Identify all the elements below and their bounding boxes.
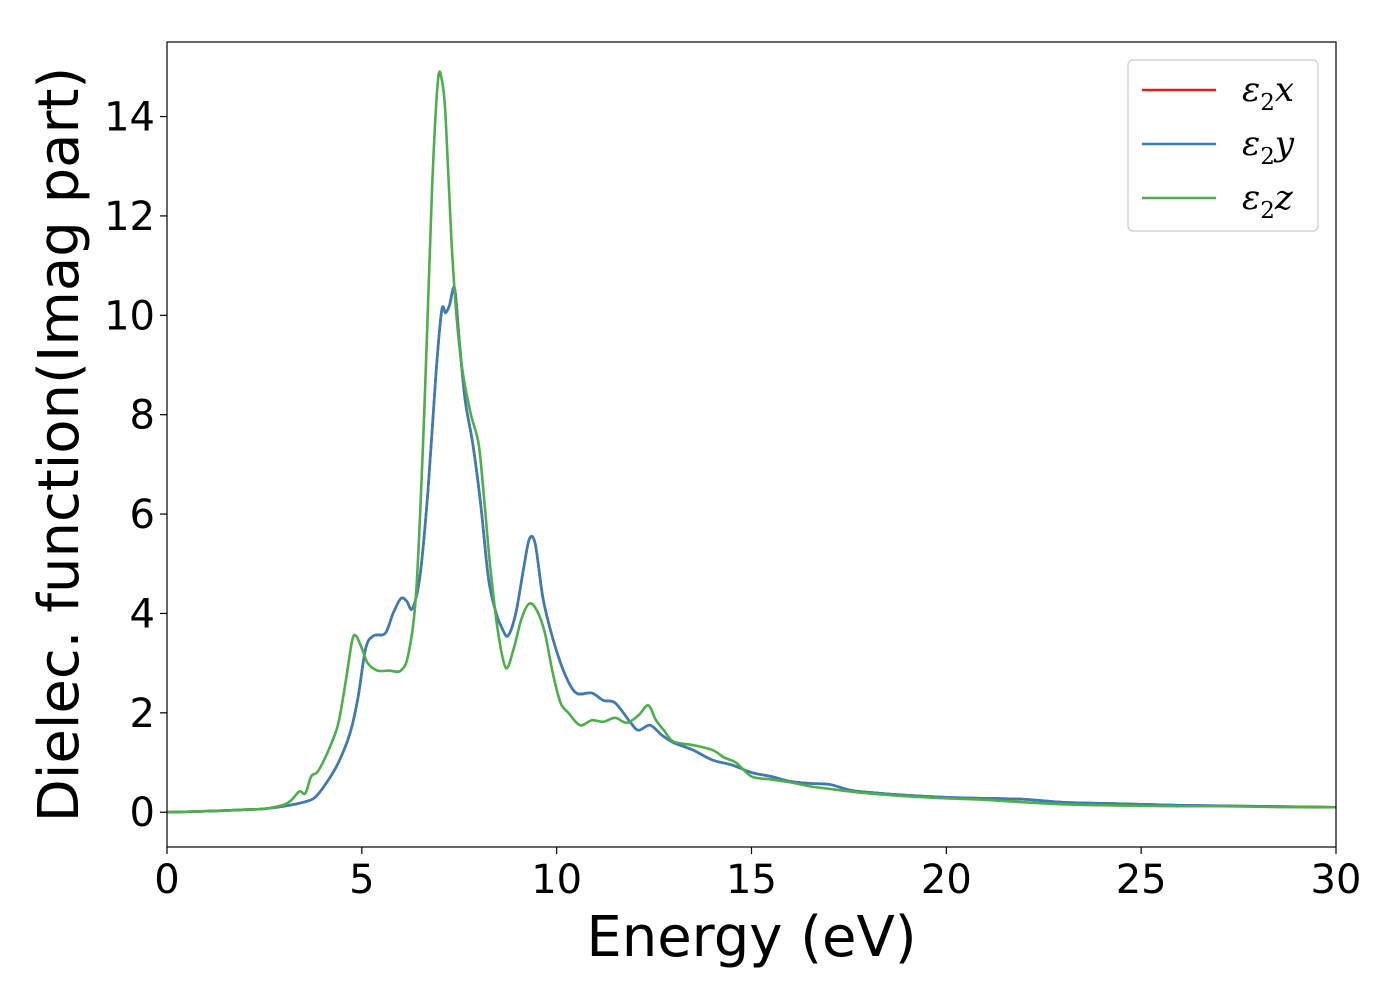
- legend-label: ε2z: [1242, 178, 1294, 224]
- x-tick-label: 30: [1311, 857, 1362, 903]
- y-tick-label: 4: [130, 591, 155, 637]
- y-tick-label: 2: [130, 691, 155, 737]
- x-tick-label: 10: [531, 857, 582, 903]
- y-tick-label: 6: [130, 492, 155, 538]
- x-tick-label: 25: [1116, 857, 1167, 903]
- series-line-x: [167, 285, 1336, 814]
- legend-label: ε2y: [1242, 124, 1295, 170]
- y-tick-label: 14: [104, 95, 155, 141]
- legend-item-z: ε2z: [1142, 178, 1294, 224]
- x-tick-label: 20: [921, 857, 972, 903]
- y-tick-label: 12: [104, 194, 155, 240]
- x-axis-ticks: 0 5 10 15 20 25 30: [154, 847, 1361, 903]
- x-tick-label: 5: [349, 857, 374, 903]
- legend-box: [1127, 59, 1319, 232]
- legend-items: ε2x ε2y ε2z: [1142, 70, 1295, 224]
- y-axis-title: Dielec. function(Imag part): [27, 67, 92, 823]
- x-axis-title: Energy (eV): [586, 905, 916, 970]
- x-tick-label: 0: [154, 857, 179, 903]
- series-layer: [167, 70, 1336, 814]
- x-tick-label: 15: [726, 857, 777, 903]
- y-tick-label: 8: [130, 393, 155, 439]
- legend-label: ε2x: [1242, 70, 1294, 116]
- y-tick-label: 10: [104, 293, 155, 339]
- legend-item-y: ε2y: [1142, 124, 1295, 170]
- y-axis-ticks: 0 2 4 6 8 10 12 14: [104, 95, 167, 836]
- y-tick-label: 0: [130, 790, 155, 836]
- series-line-y: [167, 285, 1336, 814]
- series-line-z: [167, 70, 1336, 814]
- legend: ε2x ε2y ε2z: [1127, 59, 1319, 232]
- legend-item-x: ε2x: [1142, 70, 1294, 116]
